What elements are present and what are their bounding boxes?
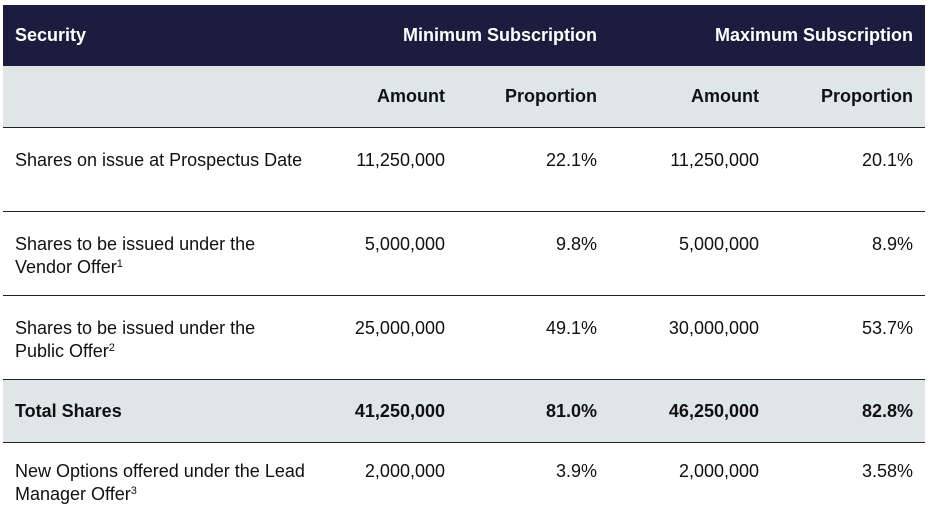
minimum-subscription-header: Minimum Subscription [321, 5, 610, 66]
security-header: Security [3, 5, 321, 66]
row-label: Shares on issue at Prospectus Date [3, 127, 321, 212]
header-row: Security Minimum Subscription Maximum Su… [3, 5, 926, 66]
max-proportion-cell: 20.1% [771, 127, 926, 212]
footnote-marker: 1 [116, 258, 123, 270]
footnote-marker: 2 [108, 342, 115, 354]
total-max-amount: 46,250,000 [609, 379, 772, 443]
min-amount-cell: 25,000,000 [321, 295, 457, 380]
maximum-subscription-header: Maximum Subscription [609, 5, 926, 66]
min-amount-cell: 11,250,000 [321, 127, 457, 212]
row-label: Shares to be issued under the Public Off… [3, 295, 321, 380]
subheader-blank [3, 66, 321, 128]
table-row: Shares to be issued under the Vendor Off… [3, 211, 926, 296]
max-proportion-header: Proportion [771, 66, 926, 128]
total-min-proportion: 81.0% [457, 379, 610, 443]
min-proportion-header: Proportion [457, 66, 610, 128]
row-label: Shares to be issued under the Vendor Off… [3, 211, 321, 296]
total-max-proportion: 82.8% [771, 379, 926, 443]
max-amount-cell: 2,000,000 [678, 461, 760, 481]
total-label: Total Shares [3, 379, 321, 443]
min-amount-cell: 5,000,000 [321, 211, 457, 296]
footnote-marker: 3 [130, 485, 137, 497]
row-label-text: New Options offered under the Lead Manag… [15, 461, 305, 504]
row-label-text: Shares to be issued under the Public Off… [15, 318, 256, 361]
min-proportion-cell: 22.1% [457, 127, 610, 212]
total-min-amount: 41,250,000 [321, 379, 457, 443]
table-row: Shares on issue at Prospectus Date 11,25… [3, 127, 926, 212]
min-amount-cell: 2,000,000 [364, 461, 445, 481]
max-proportion-cell: 3.58% [861, 461, 914, 481]
max-proportion-cell: 8.9% [771, 211, 926, 296]
max-amount-header: Amount [609, 66, 772, 128]
total-row: Total Shares 41,250,000 81.0% 46,250,000… [3, 379, 926, 443]
min-proportion-cell: 3.9% [555, 461, 598, 481]
min-proportion-cell: 49.1% [457, 295, 610, 380]
min-amount-header: Amount [321, 66, 457, 128]
row-label-text: Shares to be issued under the Vendor Off… [15, 234, 256, 277]
securities-table: Security Minimum Subscription Maximum Su… [3, 5, 926, 527]
max-amount-cell: 5,000,000 [609, 211, 772, 296]
max-amount-cell: 30,000,000 [609, 295, 772, 380]
table-row: Shares to be issued under the Public Off… [3, 295, 926, 380]
row-label-text: Shares on issue at Prospectus Date [15, 150, 303, 170]
min-proportion-cell: 9.8% [457, 211, 610, 296]
max-amount-cell: 11,250,000 [609, 127, 772, 212]
row-label: New Options offered under the Lead Manag… [3, 443, 321, 527]
max-proportion-cell: 53.7% [771, 295, 926, 380]
subheader-row: Amount Proportion Amount Proportion [3, 66, 926, 128]
table-row: New Options offered under the Lead Manag… [3, 443, 925, 527]
